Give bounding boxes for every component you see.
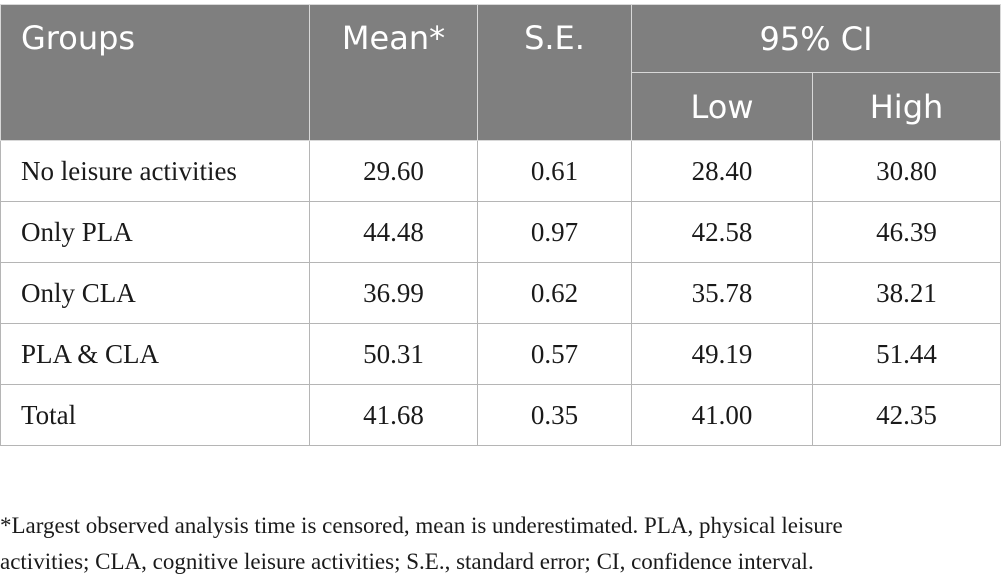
- header-ci: 95% CI: [630, 4, 1002, 73]
- cell-mean: 41.68: [309, 384, 478, 446]
- cell-mean: 36.99: [309, 262, 478, 324]
- cell-ci-high: 38.21: [811, 262, 1002, 324]
- table-footnote: *Largest observed analysis time is censo…: [0, 508, 1000, 580]
- header-se: S.E.: [477, 4, 632, 141]
- header-groups: Groups: [0, 4, 310, 141]
- cell-ci-low: 42.58: [631, 201, 813, 263]
- cell-mean: 44.48: [309, 201, 478, 263]
- footnote-line-1: *Largest observed analysis time is censo…: [0, 513, 843, 538]
- cell-ci-low: 35.78: [631, 262, 813, 324]
- table-row: Only PLA 44.48 0.97 42.58 46.39: [0, 201, 1002, 263]
- header-ci-low: Low: [631, 72, 813, 141]
- table-row: PLA & CLA 50.31 0.57 49.19 51.44: [0, 323, 1002, 385]
- footnote-line-2: activities; CLA, cognitive leisure activ…: [0, 549, 814, 574]
- cell-group: Only CLA: [0, 262, 310, 324]
- header-mean: Mean*: [309, 4, 478, 141]
- cell-ci-high: 42.35: [811, 384, 1002, 446]
- cell-group: No leisure activities: [0, 140, 310, 202]
- cell-se: 0.62: [477, 262, 632, 324]
- cell-se: 0.61: [477, 140, 632, 202]
- cell-se: 0.97: [477, 201, 632, 263]
- cell-mean: 50.31: [309, 323, 478, 385]
- cell-ci-high: 51.44: [811, 323, 1002, 385]
- cell-ci-high: 46.39: [811, 201, 1002, 263]
- cell-se: 0.35: [477, 384, 632, 446]
- cell-group: Total: [0, 384, 310, 446]
- cell-ci-high: 30.80: [811, 140, 1002, 202]
- table-row: Total 41.68 0.35 41.00 42.35: [0, 384, 1002, 446]
- cell-ci-low: 28.40: [631, 140, 813, 202]
- table-row: Only CLA 36.99 0.62 35.78 38.21: [0, 262, 1002, 324]
- cell-group: Only PLA: [0, 201, 310, 263]
- cell-ci-low: 49.19: [631, 323, 813, 385]
- cell-group: PLA & CLA: [0, 323, 310, 385]
- cell-se: 0.57: [477, 323, 632, 385]
- table-row: No leisure activities 29.60 0.61 28.40 3…: [0, 140, 1002, 202]
- survival-table: Groups Mean* S.E. 95% CI Low High No lei…: [0, 4, 1002, 446]
- header-ci-high: High: [811, 72, 1002, 141]
- cell-mean: 29.60: [309, 140, 478, 202]
- cell-ci-low: 41.00: [631, 384, 813, 446]
